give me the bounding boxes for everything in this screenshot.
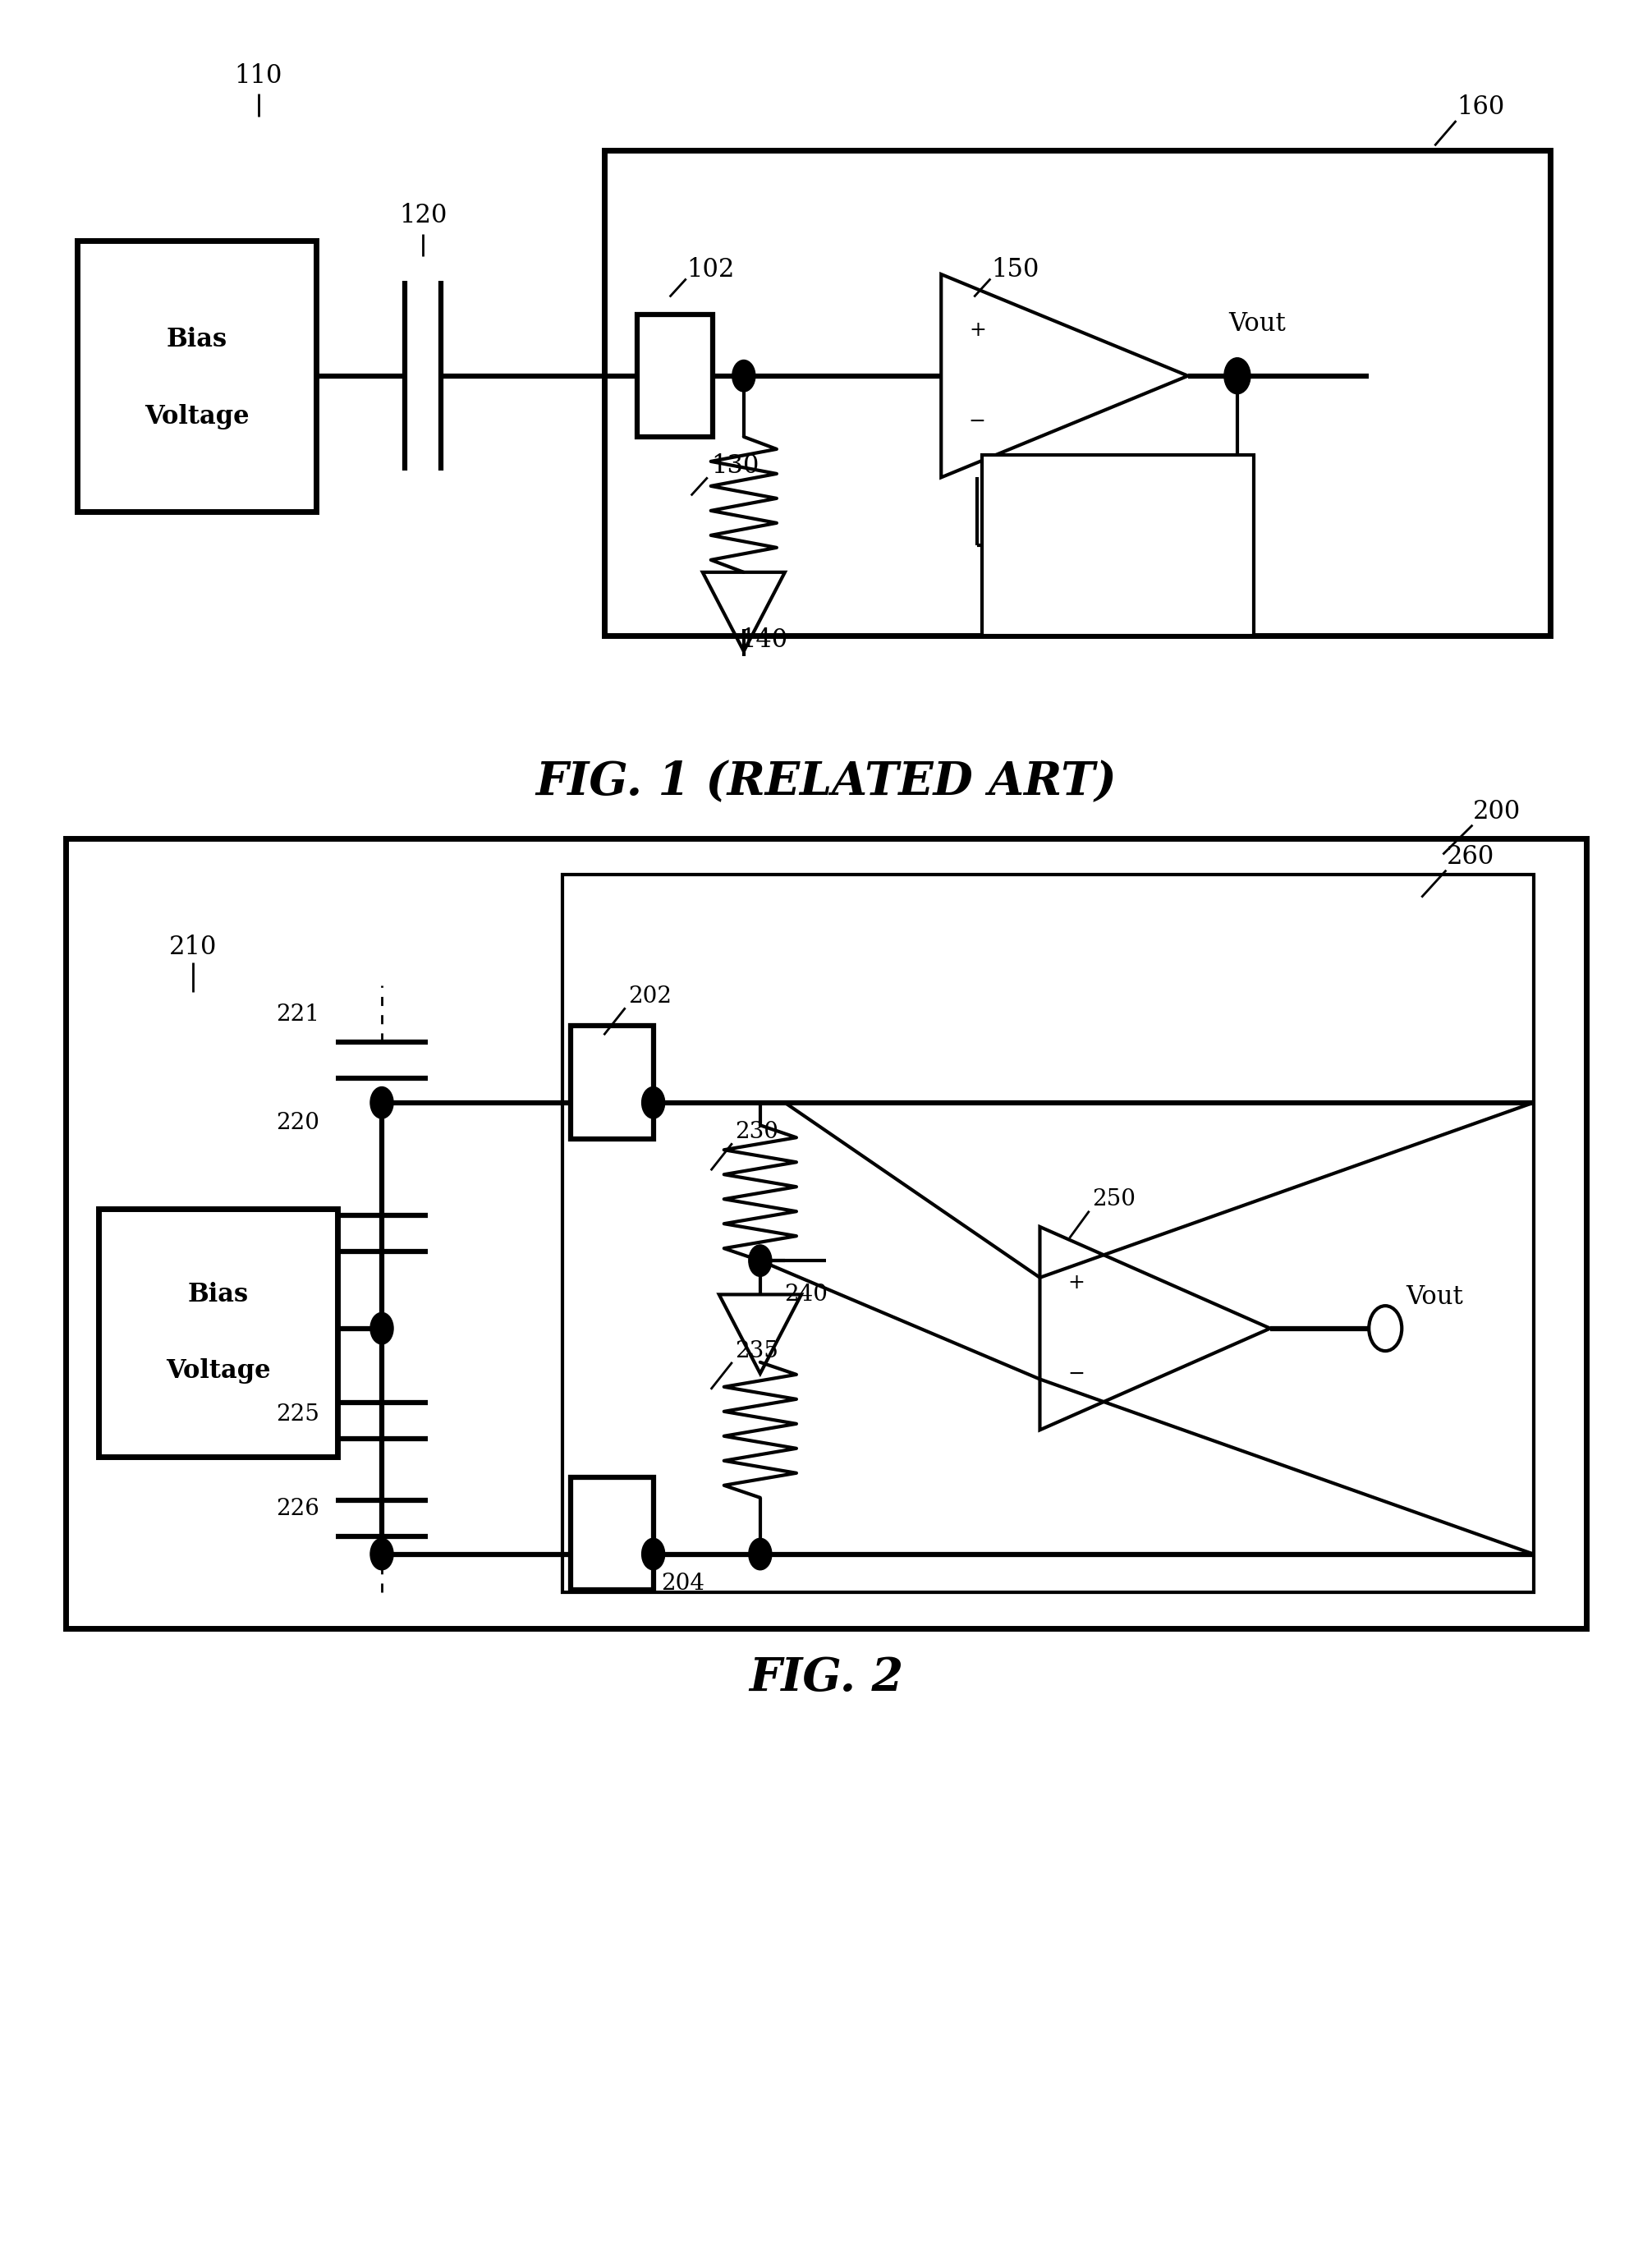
Bar bbox=[78, 240, 316, 512]
Bar bbox=[636, 315, 712, 437]
Text: 235: 235 bbox=[735, 1340, 778, 1363]
Text: Vout: Vout bbox=[1229, 310, 1285, 337]
Circle shape bbox=[370, 1537, 393, 1569]
Text: +: + bbox=[1067, 1272, 1085, 1293]
Bar bbox=[605, 149, 1550, 636]
Text: 230: 230 bbox=[735, 1121, 778, 1143]
Text: Voltage: Voltage bbox=[165, 1358, 271, 1383]
Text: +: + bbox=[968, 319, 986, 340]
Bar bbox=[66, 838, 1586, 1628]
Text: 160: 160 bbox=[1457, 95, 1505, 120]
Text: 226: 226 bbox=[276, 1499, 319, 1519]
Bar bbox=[572, 1026, 653, 1139]
Polygon shape bbox=[1039, 1227, 1270, 1431]
Text: 220: 220 bbox=[276, 1112, 319, 1134]
Text: FIG. 2: FIG. 2 bbox=[748, 1655, 904, 1700]
Text: FIG. 1 (RELATED ART): FIG. 1 (RELATED ART) bbox=[535, 758, 1117, 804]
Bar bbox=[99, 1209, 337, 1458]
Circle shape bbox=[641, 1537, 664, 1569]
Circle shape bbox=[370, 1087, 393, 1118]
Text: 210: 210 bbox=[169, 935, 216, 960]
Polygon shape bbox=[942, 274, 1188, 478]
Text: Bias: Bias bbox=[167, 326, 228, 353]
Text: Vout: Vout bbox=[1406, 1284, 1464, 1309]
Text: 260: 260 bbox=[1447, 844, 1495, 869]
Circle shape bbox=[370, 1313, 393, 1345]
Text: 204: 204 bbox=[661, 1571, 705, 1594]
Circle shape bbox=[748, 1537, 771, 1569]
Bar bbox=[563, 874, 1533, 1592]
Circle shape bbox=[1370, 1306, 1403, 1352]
Circle shape bbox=[641, 1087, 664, 1118]
Text: 130: 130 bbox=[712, 453, 760, 480]
Text: −: − bbox=[1067, 1365, 1085, 1383]
Text: 110: 110 bbox=[235, 63, 282, 88]
Text: 102: 102 bbox=[687, 258, 735, 283]
Text: 120: 120 bbox=[400, 204, 448, 229]
Text: −: − bbox=[968, 412, 986, 432]
Text: 140: 140 bbox=[740, 627, 788, 652]
Text: 240: 240 bbox=[785, 1284, 828, 1306]
Text: Voltage: Voltage bbox=[144, 403, 249, 430]
Circle shape bbox=[1224, 358, 1251, 394]
Text: 202: 202 bbox=[628, 985, 672, 1007]
Bar bbox=[983, 455, 1254, 636]
Circle shape bbox=[748, 1245, 771, 1277]
Text: 250: 250 bbox=[1092, 1189, 1135, 1211]
Text: 221: 221 bbox=[276, 1003, 319, 1026]
Text: 150: 150 bbox=[991, 258, 1039, 283]
Text: 225: 225 bbox=[276, 1404, 319, 1426]
Text: 200: 200 bbox=[1474, 799, 1521, 824]
Circle shape bbox=[732, 360, 755, 392]
Text: Bias: Bias bbox=[188, 1281, 248, 1306]
Bar bbox=[572, 1478, 653, 1589]
